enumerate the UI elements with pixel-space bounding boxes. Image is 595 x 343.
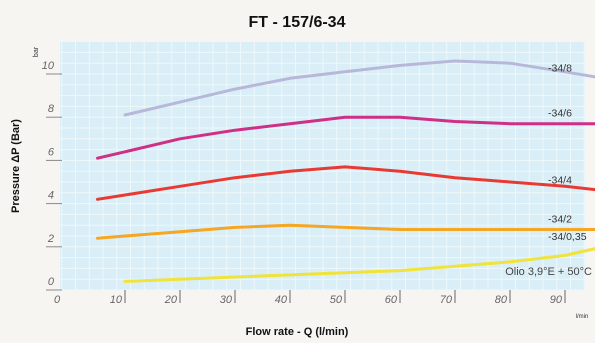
y-tick-label: 8	[48, 103, 55, 115]
x-tick-label: 90	[550, 294, 563, 306]
axes: 0 2 4 6 8 10 0 10 20 30 40 50 60 70 80 90	[42, 60, 566, 306]
series-label: -34/0,35	[548, 231, 587, 243]
x-tick-label: 10	[110, 294, 123, 306]
y-tick-label: 0	[48, 276, 55, 288]
x-tick-label: 30	[220, 294, 233, 306]
x-tick-label: 0	[54, 294, 61, 306]
x-tick-label: 50	[330, 294, 343, 306]
series-label: -34/4	[548, 175, 572, 187]
y-tick-label: 4	[48, 190, 54, 202]
y-tick-label: 10	[42, 60, 55, 72]
series-line	[123, 59, 595, 117]
chart-annotation: Olio 3,9°E + 50°C	[505, 266, 592, 278]
series-labels: -34/8 -34/6 -34/4 -34/2 -34/0,35	[548, 62, 587, 242]
y-axis-label: Pressure ΔP (Bar)	[10, 119, 22, 213]
x-tick-label: 80	[495, 294, 508, 306]
x-tick-label: 70	[440, 294, 453, 306]
x-tick-label: 60	[385, 294, 398, 306]
y-tick-label: 6	[48, 146, 55, 158]
series-line	[96, 223, 595, 240]
series-lines	[96, 59, 595, 283]
series-label: -34/8	[548, 62, 572, 74]
chart-title: FT - 157/6-34	[249, 14, 346, 31]
y-tick-label: 2	[47, 233, 54, 245]
series-label: -34/6	[548, 108, 572, 120]
series-label: -34/2	[548, 214, 572, 226]
x-tick-label: 20	[164, 294, 178, 306]
series-line	[96, 165, 595, 201]
x-axis-label: Flow rate - Q (l/min)	[246, 326, 349, 338]
x-unit-label: l/min	[576, 314, 589, 320]
x-tick-label: 40	[275, 294, 288, 306]
series-line	[96, 115, 595, 160]
series-line	[123, 247, 595, 283]
y-unit-label: bar	[33, 46, 40, 57]
